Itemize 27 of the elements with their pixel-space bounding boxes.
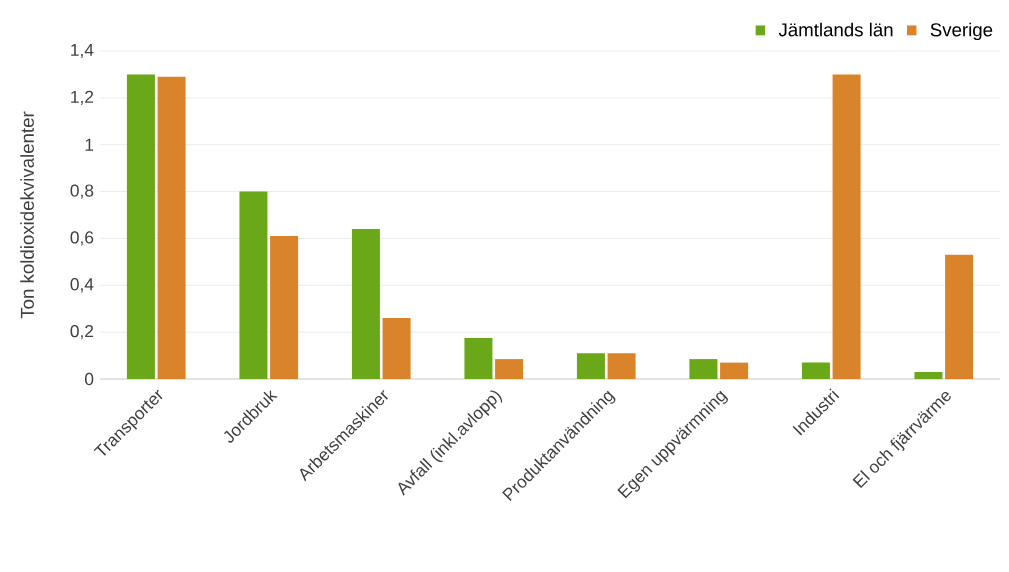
y-tick-label: 1 — [85, 138, 94, 151]
y-tick-label: 0,2 — [70, 324, 94, 340]
legend-label: Jämtlands län — [778, 22, 893, 37]
bar — [351, 229, 380, 379]
bar — [832, 74, 861, 379]
y-tick-label: 0,6 — [70, 231, 94, 246]
y-tick-label: 1,2 — [71, 90, 94, 106]
bar — [495, 359, 524, 379]
y-tick-label: 0,8 — [70, 184, 94, 199]
bar — [464, 338, 493, 379]
y-tick-label: 0 — [84, 372, 94, 386]
bar — [382, 318, 411, 379]
bar — [801, 362, 830, 379]
bar — [126, 74, 155, 379]
legend-label: Sverige — [930, 22, 993, 41]
y-tick-label: 0,4 — [70, 278, 94, 293]
bar — [239, 191, 268, 379]
bar — [914, 371, 943, 379]
bar — [720, 362, 749, 379]
y-axis-title: Ton koldioxidekvivalenter — [20, 111, 34, 319]
bar — [689, 359, 718, 379]
bar — [157, 76, 186, 379]
bar — [945, 254, 974, 379]
y-tick-label: 1,4 — [71, 43, 94, 59]
bar — [576, 353, 605, 379]
bar — [270, 236, 299, 379]
bar — [607, 353, 636, 379]
